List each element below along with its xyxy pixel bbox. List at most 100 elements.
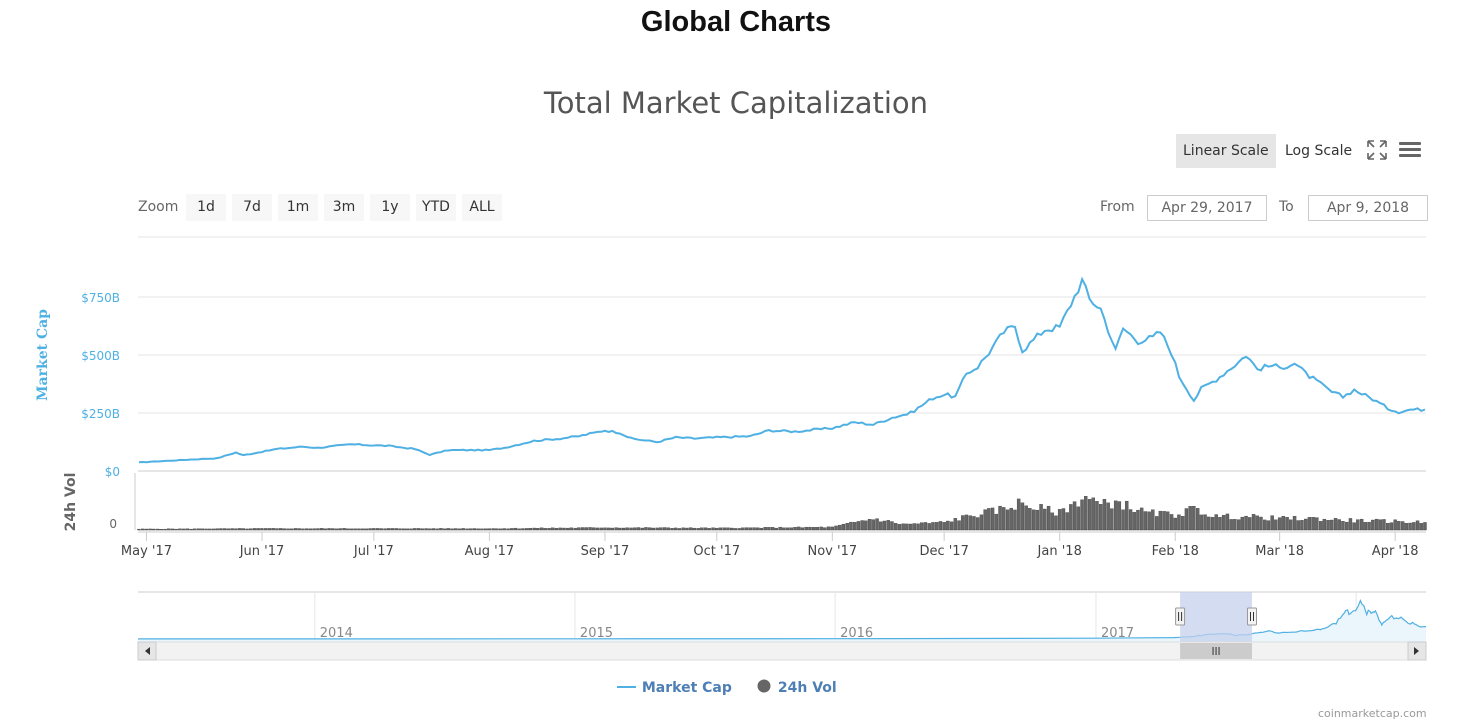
to-label: To <box>1279 199 1294 215</box>
volume-columns <box>137 496 1427 531</box>
volume-bar <box>703 527 708 531</box>
volume-bar <box>495 528 499 531</box>
volume-bar <box>1203 514 1207 531</box>
volume-bar <box>800 527 805 531</box>
volume-bar <box>998 505 1002 531</box>
volume-bar <box>196 528 201 531</box>
volume-bar <box>1139 507 1144 531</box>
volume-bar <box>1259 516 1263 531</box>
volume-bar <box>219 528 223 531</box>
volume-bar <box>1274 519 1278 531</box>
volume-bar <box>305 528 309 531</box>
zoom-1m-button[interactable]: 1m <box>278 194 318 221</box>
navigator[interactable]: 20142015201620172018 <box>137 591 1426 642</box>
volume-bar <box>241 528 246 531</box>
volume-bar <box>513 527 518 531</box>
volume-bar <box>547 528 551 531</box>
volume-bar <box>975 517 980 531</box>
volume-bar <box>1005 509 1010 531</box>
volume-bar <box>949 521 954 531</box>
volume-bar <box>1169 514 1174 531</box>
fullscreen-icon[interactable] <box>1366 139 1388 161</box>
volume-bar <box>331 528 335 531</box>
volume-bar <box>457 528 462 531</box>
legend-label-24h-vol: 24h Vol <box>777 680 837 696</box>
volume-bar <box>178 528 182 531</box>
volume-bar <box>1240 516 1245 531</box>
zoom-7d-button[interactable]: 7d <box>232 194 272 221</box>
volume-bar <box>1061 508 1066 531</box>
volume-bar <box>327 528 331 531</box>
volume-bar <box>942 522 946 531</box>
volume-bar <box>741 527 745 531</box>
x-tick-label: May '17 <box>121 544 172 559</box>
volume-bar <box>1296 520 1300 531</box>
volume-bar <box>137 528 141 531</box>
volume-bar <box>387 528 391 531</box>
navigator-left-handle[interactable] <box>1175 607 1186 626</box>
volume-bar <box>797 526 801 531</box>
volume-bar <box>148 528 152 531</box>
volume-bar <box>1125 500 1129 531</box>
volume-bar <box>733 528 738 531</box>
volume-bar <box>368 528 372 531</box>
scrollbar[interactable] <box>137 641 1427 661</box>
volume-bar <box>1050 512 1054 531</box>
y-tick-label: $0 <box>105 465 120 479</box>
volume-bar <box>562 527 566 531</box>
volume-bar <box>472 528 477 531</box>
volume-bar <box>1330 519 1334 531</box>
volume-bar <box>737 528 741 531</box>
volume-bar <box>1113 500 1118 531</box>
volume-bar <box>633 527 637 531</box>
volume-bar <box>789 527 794 531</box>
volume-bar <box>707 528 711 531</box>
volume-bar <box>1192 506 1196 531</box>
zoom-1d-button[interactable]: 1d <box>186 194 226 221</box>
volume-bar <box>182 528 186 531</box>
volume-bar <box>748 527 753 531</box>
log-scale-button[interactable]: Log Scale <box>1285 143 1353 159</box>
zoom-ytd-button[interactable]: YTD <box>416 194 456 221</box>
volume-bar <box>264 528 268 531</box>
volume-bar <box>1412 522 1416 531</box>
volume-bar <box>811 527 816 531</box>
to-date-input[interactable]: Apr 9, 2018 <box>1308 195 1428 221</box>
x-tick-label: Aug '17 <box>465 544 515 559</box>
volume-bar <box>1147 511 1151 531</box>
zoom-all-button[interactable]: ALL <box>462 194 502 221</box>
volume-bar <box>405 528 410 531</box>
linear-scale-button[interactable]: Linear Scale <box>1176 134 1276 168</box>
volume-bar <box>1289 519 1293 531</box>
volume-bar <box>1333 518 1338 531</box>
volume-bar <box>211 528 216 531</box>
volume-bar <box>1356 519 1360 531</box>
volume-bar <box>588 527 592 531</box>
volume-bar <box>994 513 999 531</box>
zoom-3m-button[interactable]: 3m <box>324 194 364 221</box>
volume-bar <box>1214 514 1218 531</box>
navigator-selection[interactable] <box>1180 592 1252 642</box>
volume-bar <box>603 527 607 531</box>
volume-bar <box>677 528 682 531</box>
volume-bar <box>185 528 190 531</box>
volume-bar <box>1363 522 1368 531</box>
zoom-1y-button[interactable]: 1y <box>370 194 410 221</box>
y-tick-label: $500B <box>81 349 120 363</box>
volume-bar <box>644 527 648 531</box>
volume-bar <box>1180 516 1185 531</box>
legend-item-24h-vol[interactable]: 24h Vol <box>757 679 837 696</box>
volume-bar <box>1072 501 1077 531</box>
x-tick-label: Apr '18 <box>1372 544 1419 559</box>
legend-item-market-cap[interactable]: Market Cap <box>617 679 732 696</box>
volume-bar <box>528 528 533 531</box>
volume-bar <box>159 529 164 531</box>
volume-bar <box>871 519 876 531</box>
volume-bar <box>823 527 827 531</box>
hamburger-menu-icon[interactable] <box>1399 139 1423 161</box>
from-date-input[interactable]: Apr 29, 2017 <box>1147 195 1267 221</box>
volume-bar <box>770 527 775 531</box>
volume-bar <box>756 527 760 531</box>
navigator-right-handle[interactable] <box>1247 607 1257 626</box>
